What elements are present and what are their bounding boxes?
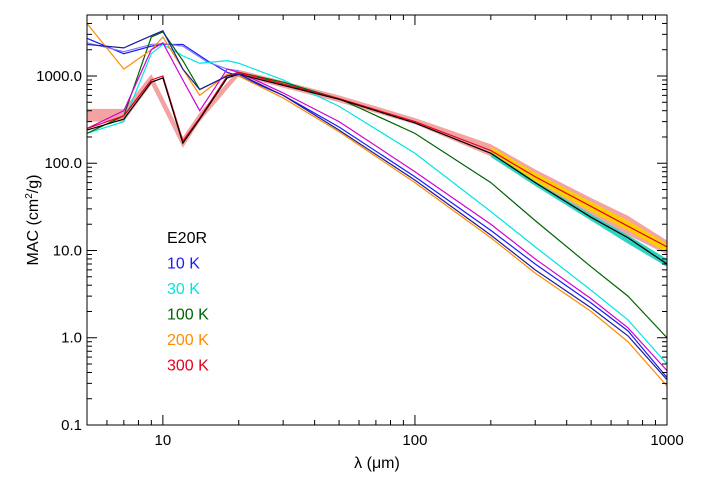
band-0: [87, 69, 667, 255]
series-line-3: [86, 31, 668, 339]
y-tick-label: 100.0: [44, 155, 82, 172]
legend-entry: 100 K: [167, 307, 209, 324]
x-axis-title: λ (μm): [354, 455, 400, 472]
y-axis-title-sup: 2: [24, 193, 35, 199]
x-ticks: [86, 15, 668, 425]
x-tick-label: 1000: [650, 432, 683, 449]
series-line-5: [86, 41, 668, 372]
y-tick-label: 1000.0: [36, 68, 82, 85]
y-axis-title-suffix: /g): [25, 175, 42, 194]
legend-entry: E20R: [167, 230, 207, 247]
legend: E20R 10 K 30 K 100 K 200 K 300 K: [167, 230, 209, 375]
x-tick-label: 10: [155, 432, 172, 449]
series-line-1: [86, 42, 239, 72]
series-line-6: [86, 71, 668, 248]
y-tick-label: 0.1: [61, 417, 82, 434]
x-tick-labels: 10 100 1000: [155, 432, 684, 449]
series-line-4: [86, 23, 668, 387]
series-line-2: [86, 43, 668, 365]
x-tick-label: 100: [402, 432, 427, 449]
series-lines: [86, 23, 668, 387]
legend-entry: 200 K: [167, 332, 209, 349]
series-line-8: [86, 29, 668, 381]
y-tick-labels: 0.1 1.0 10.0 100.0 1000.0: [36, 68, 82, 434]
y-axis-title-prefix: MAC (cm: [25, 199, 42, 266]
y-axis-title: MAC (cm2/g): [24, 175, 42, 266]
plot-frame: [86, 14, 668, 426]
legend-entry: 300 K: [167, 358, 209, 375]
y-tick-label: 10.0: [53, 242, 82, 259]
series-line-0: [86, 37, 668, 378]
legend-entry: 30 K: [167, 281, 200, 298]
legend-entry: 10 K: [167, 256, 200, 273]
y-tick-label: 1.0: [61, 330, 82, 347]
y-ticks: [87, 14, 667, 426]
